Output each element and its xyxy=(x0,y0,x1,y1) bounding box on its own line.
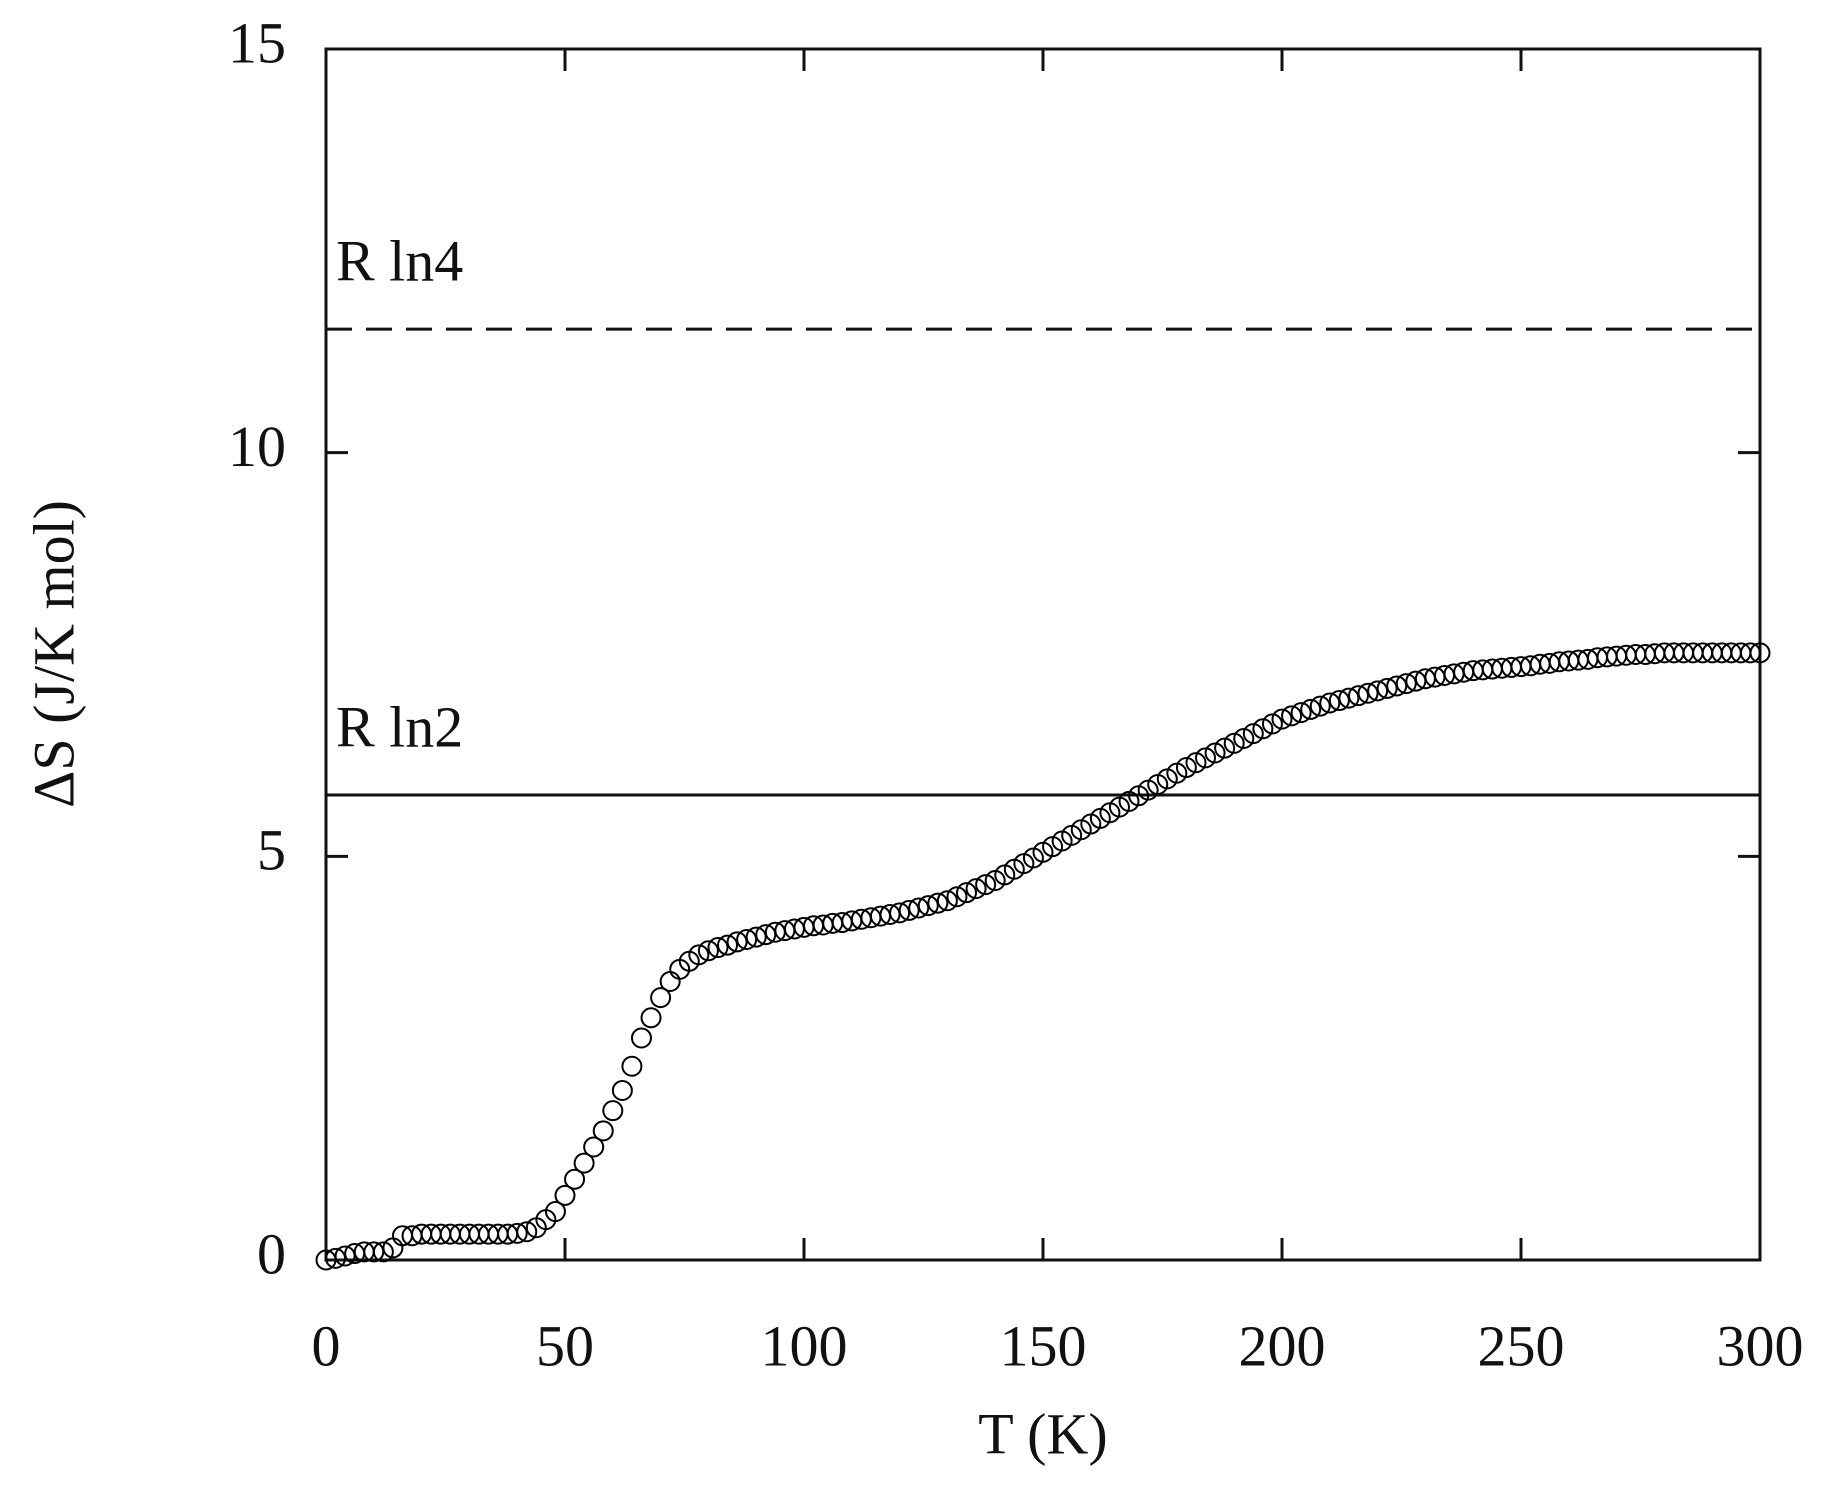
data-point xyxy=(927,892,949,914)
data-point xyxy=(1185,752,1207,774)
x-tick-label: 100 xyxy=(761,1313,848,1378)
data-point xyxy=(1195,747,1217,769)
data-point xyxy=(554,1184,576,1206)
data-point xyxy=(1739,642,1761,664)
data-point xyxy=(956,882,978,904)
data-point xyxy=(946,886,968,908)
data-point xyxy=(1290,702,1312,724)
x-tick-label: 300 xyxy=(1717,1313,1804,1378)
data-point xyxy=(1281,705,1303,727)
reference-label: R ln2 xyxy=(336,694,463,759)
x-tick-label: 150 xyxy=(1000,1313,1087,1378)
data-point xyxy=(707,937,729,959)
data-point xyxy=(1233,727,1255,749)
data-point xyxy=(1214,737,1236,759)
y-tick-label: 0 xyxy=(257,1221,286,1286)
data-point xyxy=(889,902,911,924)
y-tick-label: 5 xyxy=(257,818,286,883)
data-point xyxy=(516,1221,538,1243)
x-axis-label: T (K) xyxy=(978,1401,1107,1466)
data-point xyxy=(1223,732,1245,754)
data-point xyxy=(650,987,672,1009)
data-point xyxy=(1300,698,1322,720)
data-point xyxy=(1309,695,1331,717)
data-point xyxy=(688,944,710,966)
data-point xyxy=(1328,690,1350,712)
data-point xyxy=(726,931,748,953)
data-point xyxy=(745,926,767,948)
y-tick-label: 15 xyxy=(228,10,286,75)
x-tick-label: 200 xyxy=(1239,1313,1326,1378)
data-point xyxy=(564,1168,586,1190)
data-point xyxy=(1252,718,1274,740)
data-point xyxy=(936,890,958,912)
data-point xyxy=(1749,642,1771,664)
data-point xyxy=(573,1152,595,1174)
data-point xyxy=(917,895,939,917)
data-point xyxy=(1204,742,1226,764)
data-point xyxy=(325,1247,347,1269)
data-point xyxy=(1338,687,1360,709)
data-point xyxy=(1175,757,1197,779)
data-point xyxy=(1261,713,1283,735)
data-point xyxy=(583,1136,605,1158)
data-point xyxy=(898,899,920,921)
data-point xyxy=(640,1007,662,1029)
data-point xyxy=(1271,708,1293,730)
y-tick-label: 10 xyxy=(228,414,286,479)
x-tick-label: 250 xyxy=(1478,1313,1565,1378)
data-point xyxy=(602,1100,624,1122)
data-point xyxy=(717,934,739,956)
data-point xyxy=(372,1241,394,1263)
data-point xyxy=(697,940,719,962)
data-point xyxy=(908,897,930,919)
data-point xyxy=(506,1222,528,1244)
data-point xyxy=(1376,677,1398,699)
data-point xyxy=(659,970,681,992)
data-point xyxy=(611,1079,633,1101)
data-point xyxy=(1319,692,1341,714)
data-point xyxy=(1386,675,1408,697)
data-point xyxy=(1367,680,1389,702)
y-axis-label: ΔS (J/K mol) xyxy=(21,500,86,808)
data-point xyxy=(736,928,758,950)
data-point xyxy=(630,1027,652,1049)
data-point xyxy=(621,1055,643,1077)
data-point xyxy=(975,874,997,896)
x-tick-label: 50 xyxy=(536,1313,594,1378)
data-point xyxy=(1242,723,1264,745)
data-point xyxy=(1357,682,1379,704)
data-point xyxy=(592,1120,614,1142)
data-point xyxy=(965,878,987,900)
data-point xyxy=(544,1201,566,1223)
reference-label: R ln4 xyxy=(336,228,463,293)
data-point xyxy=(1395,673,1417,695)
data-point xyxy=(1347,685,1369,707)
x-tick-label: 0 xyxy=(312,1313,341,1378)
